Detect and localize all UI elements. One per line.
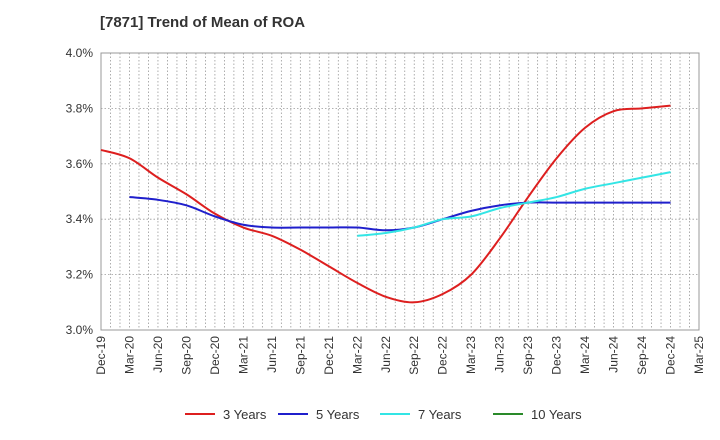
x-tick-label: Mar-25 bbox=[692, 336, 706, 374]
plot-area: 3.0% 3.2% 3.4% 3.6% 3.8% 4.0% Dec-19 Mar-20 Jun-… bbox=[66, 46, 706, 375]
x-tick-label: Dec-20 bbox=[208, 336, 222, 375]
x-tick-label: Mar-24 bbox=[578, 336, 592, 374]
x-tick-label: Mar-21 bbox=[236, 336, 250, 374]
series-line-7-years bbox=[357, 171, 671, 237]
y-tick-label: 3.0% bbox=[66, 323, 94, 337]
legend-label-5-years: 5 Years bbox=[316, 407, 360, 422]
legend-label-3-years: 3 Years bbox=[223, 407, 267, 422]
x-tick-label: Jun-20 bbox=[151, 336, 165, 373]
x-tick-label: Mar-20 bbox=[122, 336, 136, 374]
x-tick-label: Jun-24 bbox=[607, 336, 621, 373]
y-tick-label: 4.0% bbox=[66, 46, 94, 60]
x-tick-label: Dec-22 bbox=[436, 336, 450, 375]
x-tick-label: Dec-19 bbox=[94, 336, 108, 375]
x-tick-label: Sep-22 bbox=[407, 336, 421, 375]
x-tick-label: Sep-20 bbox=[179, 336, 193, 375]
x-tick-label: Sep-21 bbox=[293, 336, 307, 375]
legend: 3 Years 5 Years 7 Years 10 Years bbox=[185, 407, 582, 422]
plot-frame bbox=[100, 52, 700, 331]
x-tick-label: Mar-23 bbox=[464, 336, 478, 374]
y-tick-label: 3.4% bbox=[66, 212, 94, 226]
plot-background bbox=[101, 53, 699, 330]
x-tick-label: Dec-23 bbox=[550, 336, 564, 375]
legend-label-7-years: 7 Years bbox=[418, 407, 462, 422]
y-tick-label: 3.8% bbox=[66, 101, 94, 115]
y-tick-label: 3.6% bbox=[66, 157, 94, 171]
x-tick-label: Dec-24 bbox=[664, 336, 678, 375]
series-line-5-years bbox=[129, 196, 671, 232]
x-tick-label: Dec-21 bbox=[322, 336, 336, 375]
x-tick-label: Sep-23 bbox=[521, 336, 535, 375]
y-tick-label: 3.2% bbox=[66, 268, 94, 282]
series-line-3-years bbox=[100, 104, 671, 304]
x-tick-label: Jun-22 bbox=[379, 336, 393, 373]
x-tick-label: Mar-22 bbox=[350, 336, 364, 374]
x-tick-label: Sep-24 bbox=[635, 336, 649, 375]
x-tick-label: Jun-23 bbox=[493, 336, 507, 373]
x-tick-label: Jun-21 bbox=[265, 336, 279, 373]
legend-label-10-years: 10 Years bbox=[531, 407, 582, 422]
chart-title: [7871] Trend of Mean of ROA bbox=[100, 14, 305, 31]
